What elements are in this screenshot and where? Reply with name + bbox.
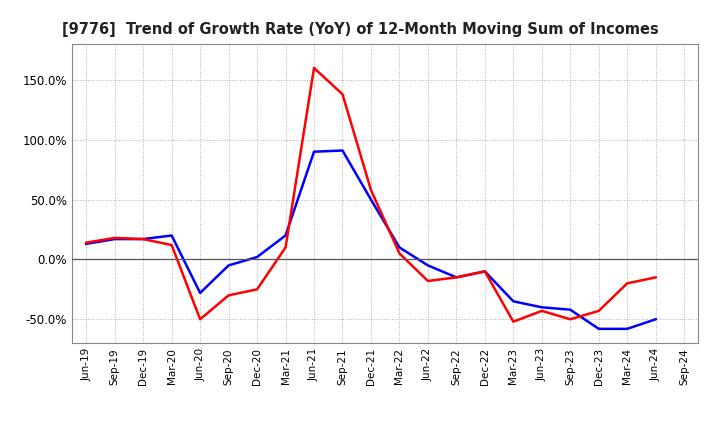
Net Income Growth Rate	[652, 275, 660, 280]
Ordinary Income Growth Rate	[282, 233, 290, 238]
Ordinary Income Growth Rate	[82, 241, 91, 246]
Ordinary Income Growth Rate	[566, 307, 575, 312]
Ordinary Income Growth Rate	[366, 197, 375, 202]
Line: Ordinary Income Growth Rate: Ordinary Income Growth Rate	[86, 150, 656, 329]
Ordinary Income Growth Rate	[110, 236, 119, 242]
Ordinary Income Growth Rate	[139, 236, 148, 242]
Line: Net Income Growth Rate: Net Income Growth Rate	[86, 68, 656, 322]
Ordinary Income Growth Rate	[480, 269, 489, 274]
Net Income Growth Rate	[595, 308, 603, 314]
Net Income Growth Rate	[452, 275, 461, 280]
Net Income Growth Rate	[139, 236, 148, 242]
Net Income Growth Rate	[395, 251, 404, 256]
Ordinary Income Growth Rate	[537, 304, 546, 310]
Net Income Growth Rate	[310, 65, 318, 70]
Net Income Growth Rate	[366, 187, 375, 193]
Ordinary Income Growth Rate	[623, 326, 631, 331]
Net Income Growth Rate	[423, 279, 432, 284]
Text: [9776]  Trend of Growth Rate (YoY) of 12-Month Moving Sum of Incomes: [9776] Trend of Growth Rate (YoY) of 12-…	[62, 22, 658, 37]
Ordinary Income Growth Rate	[196, 290, 204, 296]
Net Income Growth Rate	[282, 245, 290, 250]
Ordinary Income Growth Rate	[167, 233, 176, 238]
Ordinary Income Growth Rate	[652, 317, 660, 322]
Net Income Growth Rate	[82, 240, 91, 246]
Ordinary Income Growth Rate	[509, 299, 518, 304]
Net Income Growth Rate	[537, 308, 546, 314]
Net Income Growth Rate	[509, 319, 518, 324]
Ordinary Income Growth Rate	[253, 254, 261, 260]
Net Income Growth Rate	[338, 92, 347, 97]
Net Income Growth Rate	[167, 242, 176, 248]
Ordinary Income Growth Rate	[225, 263, 233, 268]
Net Income Growth Rate	[225, 293, 233, 298]
Ordinary Income Growth Rate	[310, 149, 318, 154]
Net Income Growth Rate	[480, 269, 489, 274]
Ordinary Income Growth Rate	[452, 275, 461, 280]
Net Income Growth Rate	[623, 281, 631, 286]
Ordinary Income Growth Rate	[395, 245, 404, 250]
Ordinary Income Growth Rate	[595, 326, 603, 331]
Net Income Growth Rate	[196, 317, 204, 322]
Ordinary Income Growth Rate	[423, 263, 432, 268]
Net Income Growth Rate	[110, 235, 119, 241]
Net Income Growth Rate	[253, 287, 261, 292]
Ordinary Income Growth Rate	[338, 148, 347, 153]
Net Income Growth Rate	[566, 317, 575, 322]
